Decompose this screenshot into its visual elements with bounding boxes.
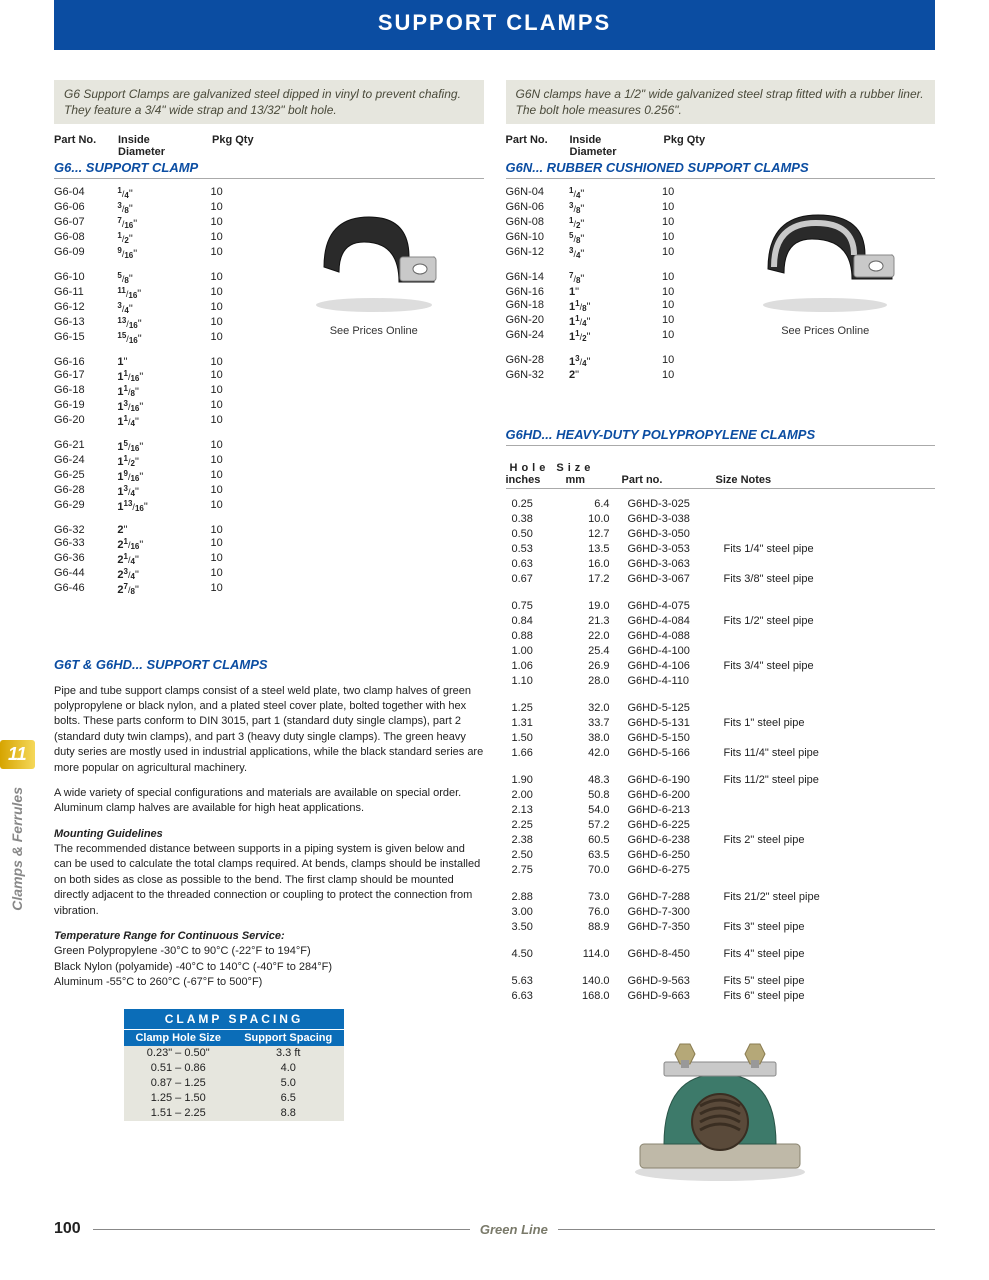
table-row: G6N-322"10: [506, 368, 716, 381]
table-row: G6N-2813/4"10: [506, 353, 716, 368]
g6n-intro: G6N clamps have a 1/2" wide galvanized s…: [506, 80, 936, 124]
left-column: G6 Support Clamps are galvanized steel d…: [54, 80, 484, 1184]
g6-clamp-image: [304, 197, 444, 317]
table-row: 0.6316.0G6HD-3-063: [508, 557, 820, 570]
table-row: 0.7519.0G6HD-4-075: [508, 599, 820, 612]
right-column: G6N clamps have a 1/2" wide galvanized s…: [506, 80, 936, 1184]
table-row: G6N-041/4"10: [506, 185, 716, 200]
g6n-parts-table: G6N-041/4"10G6N-063/8"10G6N-081/2"10G6N-…: [506, 185, 716, 381]
table-row: 2.0050.8G6HD-6-200: [508, 788, 820, 801]
table-row: G6N-1811/8"10: [506, 298, 716, 313]
table-row: 0.8822.0G6HD-4-088: [508, 629, 820, 642]
page-number: 100: [54, 1220, 81, 1238]
table-row: 2.3860.5G6HD-6-238Fits 2" steel pipe: [508, 833, 820, 846]
table-row: 3.5088.9G6HD-7-350Fits 3" steel pipe: [508, 920, 820, 933]
g6n-column-headers: Part No. InsideDiameter Pkg Qty: [506, 134, 936, 158]
g6hd-clamp-image: [620, 1014, 820, 1184]
page-footer: 100 Green Line: [54, 1220, 935, 1238]
table-row: G6N-063/8"10: [506, 200, 716, 215]
table-row: 1.9048.3G6HD-6-190Fits 11/2" steel pipe: [508, 773, 820, 786]
g6t-article: G6T & G6HD... SUPPORT CLAMPS Pipe and tu…: [54, 656, 484, 990]
table-row: G6N-2411/2"10: [506, 328, 716, 343]
table-row: 0.6717.2G6HD-3-067Fits 3/8" steel pipe: [508, 572, 820, 585]
table-row: G6-4423/4"10: [54, 566, 264, 581]
table-row: G6-1913/16"10: [54, 398, 264, 413]
table-row: 0.3810.0G6HD-3-038: [508, 512, 820, 525]
table-row: 0.5313.5G6HD-3-053Fits 1/4" steel pipe: [508, 542, 820, 555]
table-row: 2.1354.0G6HD-6-213: [508, 803, 820, 816]
page-title-banner: SUPPORT CLAMPS: [54, 0, 935, 50]
g6hd-section-title: G6HD... HEAVY-DUTY POLYPROPYLENE CLAMPS: [506, 427, 936, 446]
table-row: 3.0076.0G6HD-7-300: [508, 905, 820, 918]
table-row: 2.5063.5G6HD-6-250: [508, 848, 820, 861]
table-row: 1.6642.0G6HD-5-166Fits 11/4" steel pipe: [508, 746, 820, 759]
table-row: G6N-2011/4"10: [506, 313, 716, 328]
table-row: G6-161"10: [54, 355, 264, 368]
g6-parts-table: G6-041/4"10G6-063/8"10G6-077/16"10G6-081…: [54, 185, 264, 596]
table-row: G6-1111/16"10: [54, 285, 264, 300]
g6-section-title: G6... SUPPORT CLAMP: [54, 160, 484, 179]
see-prices-label: See Prices Online: [716, 325, 936, 337]
table-row: 1.51 – 2.258.8: [124, 1106, 344, 1121]
g6hd-column-headers: Hole Size inches mm Part no. Size Notes: [506, 462, 936, 489]
table-row: 0.8421.3G6HD-4-084Fits 1/2" steel pipe: [508, 614, 820, 627]
table-row: G6-1313/16"10: [54, 315, 264, 330]
table-row: 1.1028.0G6HD-4-110: [508, 674, 820, 687]
g6hd-parts-table: 0.256.4G6HD-3-025 0.3810.0G6HD-3-038 0.501…: [506, 495, 822, 1004]
table-row: 1.0626.9G6HD-4-106Fits 3/4" steel pipe: [508, 659, 820, 672]
see-prices-label: See Prices Online: [264, 325, 484, 337]
table-row: G6-3621/4"10: [54, 551, 264, 566]
table-row: G6-29113/16"10: [54, 498, 264, 513]
table-row: G6N-081/2"10: [506, 215, 716, 230]
table-row: G6-105/8"10: [54, 270, 264, 285]
brand-label: Green Line: [470, 1222, 558, 1237]
table-row: 5.63140.0G6HD-9-563Fits 5" steel pipe: [508, 974, 820, 987]
table-row: G6N-123/4"10: [506, 245, 716, 260]
g6n-clamp-image: [750, 197, 900, 317]
table-row: 2.7570.0G6HD-6-275: [508, 863, 820, 876]
table-row: G6N-147/8"10: [506, 270, 716, 285]
table-row: G6-4627/8"10: [54, 581, 264, 596]
g6-column-headers: Part No. InsideDiameter Pkg Qty: [54, 134, 484, 158]
table-row: G6-322"10: [54, 523, 264, 536]
table-row: 4.50114.0G6HD-8-450Fits 4" steel pipe: [508, 947, 820, 960]
table-row: G6-099/16"10: [54, 245, 264, 260]
table-row: 0.87 – 1.255.0: [124, 1076, 344, 1091]
g6t-article-title: G6T & G6HD... SUPPORT CLAMPS: [54, 656, 484, 677]
table-row: 6.63168.0G6HD-9-663Fits 6" steel pipe: [508, 989, 820, 1002]
table-row: 1.0025.4G6HD-4-100: [508, 644, 820, 657]
table-row: G6-1711/16"10: [54, 368, 264, 383]
table-row: G6-063/8"10: [54, 200, 264, 215]
table-row: G6-041/4"10: [54, 185, 264, 200]
table-row: G6-2519/16"10: [54, 468, 264, 483]
table-row: G6-2813/4"10: [54, 483, 264, 498]
table-row: 1.3133.7G6HD-5-131Fits 1" steel pipe: [508, 716, 820, 729]
table-row: G6N-161"10: [506, 285, 716, 298]
table-row: G6-077/16"10: [54, 215, 264, 230]
table-row: G6-2411/2"10: [54, 453, 264, 468]
table-row: G6-2115/16"10: [54, 438, 264, 453]
g6-intro: G6 Support Clamps are galvanized steel d…: [54, 80, 484, 124]
g6n-section-title: G6N... RUBBER CUSHIONED SUPPORT CLAMPS: [506, 160, 936, 179]
clamp-spacing-table: CLAMP SPACING Clamp Hole SizeSupport Spa…: [124, 1009, 344, 1121]
table-row: 0.23" – 0.50"3.3 ft: [124, 1046, 344, 1061]
table-row: 0.256.4G6HD-3-025: [508, 497, 820, 510]
table-row: G6-081/2"10: [54, 230, 264, 245]
table-row: 2.8873.0G6HD-7-288Fits 21/2" steel pipe: [508, 890, 820, 903]
table-row: 1.2532.0G6HD-5-125: [508, 701, 820, 714]
table-row: G6-123/4"10: [54, 300, 264, 315]
table-row: 0.51 – 0.864.0: [124, 1061, 344, 1076]
table-row: G6N-105/8"10: [506, 230, 716, 245]
table-row: G6-2011/4"10: [54, 413, 264, 428]
table-row: 1.5038.0G6HD-5-150: [508, 731, 820, 744]
table-row: G6-1811/8"10: [54, 383, 264, 398]
table-row: 2.2557.2G6HD-6-225: [508, 818, 820, 831]
table-row: G6-3321/16"10: [54, 536, 264, 551]
table-row: 1.25 – 1.506.5: [124, 1091, 344, 1106]
table-row: 0.5012.7G6HD-3-050: [508, 527, 820, 540]
table-row: G6-1515/16"10: [54, 330, 264, 345]
